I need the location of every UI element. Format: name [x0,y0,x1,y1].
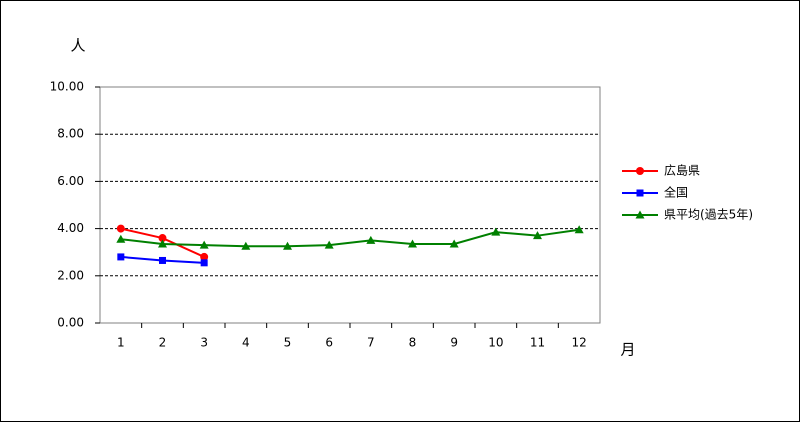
legend-label: 広島県 [664,163,700,178]
marker [324,240,334,249]
y-tick-label: 8.00 [57,127,84,141]
x-tick-label: 2 [159,336,167,350]
x-axis-title: 月 [620,341,635,359]
legend-label: 県平均(過去5年) [664,208,753,222]
legend-label: 全国 [664,185,688,200]
marker [199,240,209,249]
marker [159,256,166,264]
marker [533,231,542,240]
x-tick-label: 6 [325,336,333,350]
x-tick-label: 5 [284,336,292,350]
marker [636,189,644,197]
marker [200,259,208,267]
marker [574,225,584,234]
x-tick-label: 3 [200,336,208,350]
plot-area [99,86,601,324]
y-axis-title: 人 [70,37,85,55]
marker [116,234,126,243]
marker [283,241,292,250]
y-tick-label: 4.00 [57,221,84,235]
series-line [120,228,580,248]
x-tick-label: 12 [572,336,587,350]
y-tick-label: 2.00 [57,268,84,282]
marker [200,252,209,261]
marker [491,227,501,236]
x-tick-label: 7 [367,336,375,350]
marker [636,167,644,175]
x-tick-label: 10 [488,336,503,350]
marker [408,239,417,248]
y-tick-label: 6.00 [57,174,84,188]
y-tick-label: 10.00 [50,80,84,94]
x-tick-label: 11 [530,336,545,350]
marker [241,241,251,250]
marker [158,234,167,243]
marker [449,239,459,248]
marker [158,239,167,248]
x-tick-label: 9 [450,336,458,350]
marker [117,253,125,261]
x-tick-label: 4 [242,336,250,350]
x-tick-label: 8 [409,336,417,350]
y-tick-label: 0.00 [57,316,84,330]
marker [116,224,125,233]
marker [635,210,645,219]
marker [366,235,376,244]
x-tick-label: 1 [117,336,125,350]
